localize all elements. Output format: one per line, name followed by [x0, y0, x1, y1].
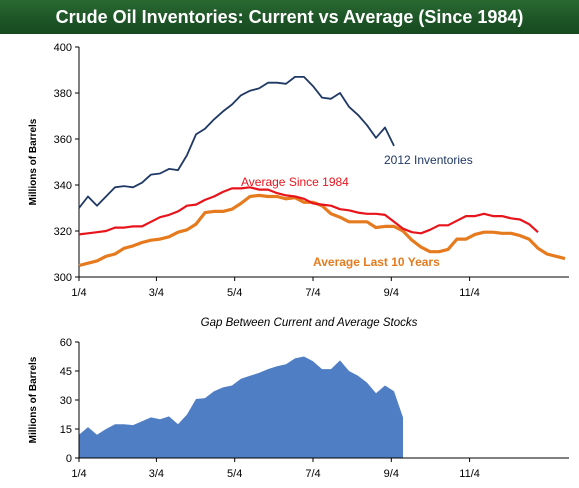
x-tick-label: 7/4 — [305, 468, 320, 480]
banner: Crude Oil Inventories: Current vs Averag… — [0, 0, 579, 34]
y-tick-label: 380 — [54, 88, 72, 100]
y-tick-label: 45 — [60, 366, 72, 378]
x-tick-label: 3/4 — [149, 287, 164, 299]
y-tick-label: 300 — [54, 272, 72, 284]
y-tick-label: 340 — [54, 180, 72, 192]
x-tick-label: 11/4 — [459, 287, 480, 299]
y-tick-label: 360 — [54, 134, 72, 146]
x-tick-label: 1/4 — [71, 468, 86, 480]
annotation-avg-1984: Average Since 1984 — [241, 175, 349, 189]
x-tick-label: 9/4 — [384, 287, 399, 299]
y-axis-title: Millions of Barrels — [28, 118, 39, 205]
x-tick-label: 9/4 — [384, 468, 399, 480]
y-tick-label: 0 — [66, 453, 72, 465]
series-line-1 — [78, 186, 539, 236]
y-tick-label: 60 — [60, 337, 72, 349]
gap-chart-title: Gap Between Current and Average Stocks — [201, 317, 418, 329]
gap-area — [79, 356, 403, 458]
x-tick-label: 5/4 — [227, 468, 242, 480]
banner-title: Crude Oil Inventories: Current vs Averag… — [55, 6, 524, 27]
series-line-0 — [78, 76, 395, 209]
x-tick-label: 5/4 — [227, 287, 242, 299]
annotation-2012: 2012 Inventories — [384, 153, 473, 167]
y-tick-label: 400 — [54, 42, 72, 54]
y-tick-label: 30 — [60, 395, 72, 407]
annotation-avg-10yr: Average Last 10 Years — [313, 255, 440, 269]
y-tick-label: 15 — [60, 424, 72, 436]
x-tick-label: 7/4 — [305, 287, 320, 299]
x-tick-label: 11/4 — [459, 468, 480, 480]
y-tick-label: 320 — [54, 226, 72, 238]
y-axis-title: Millions of Barrels — [28, 356, 39, 443]
x-tick-label: 3/4 — [149, 468, 164, 480]
x-tick-label: 1/4 — [71, 287, 86, 299]
